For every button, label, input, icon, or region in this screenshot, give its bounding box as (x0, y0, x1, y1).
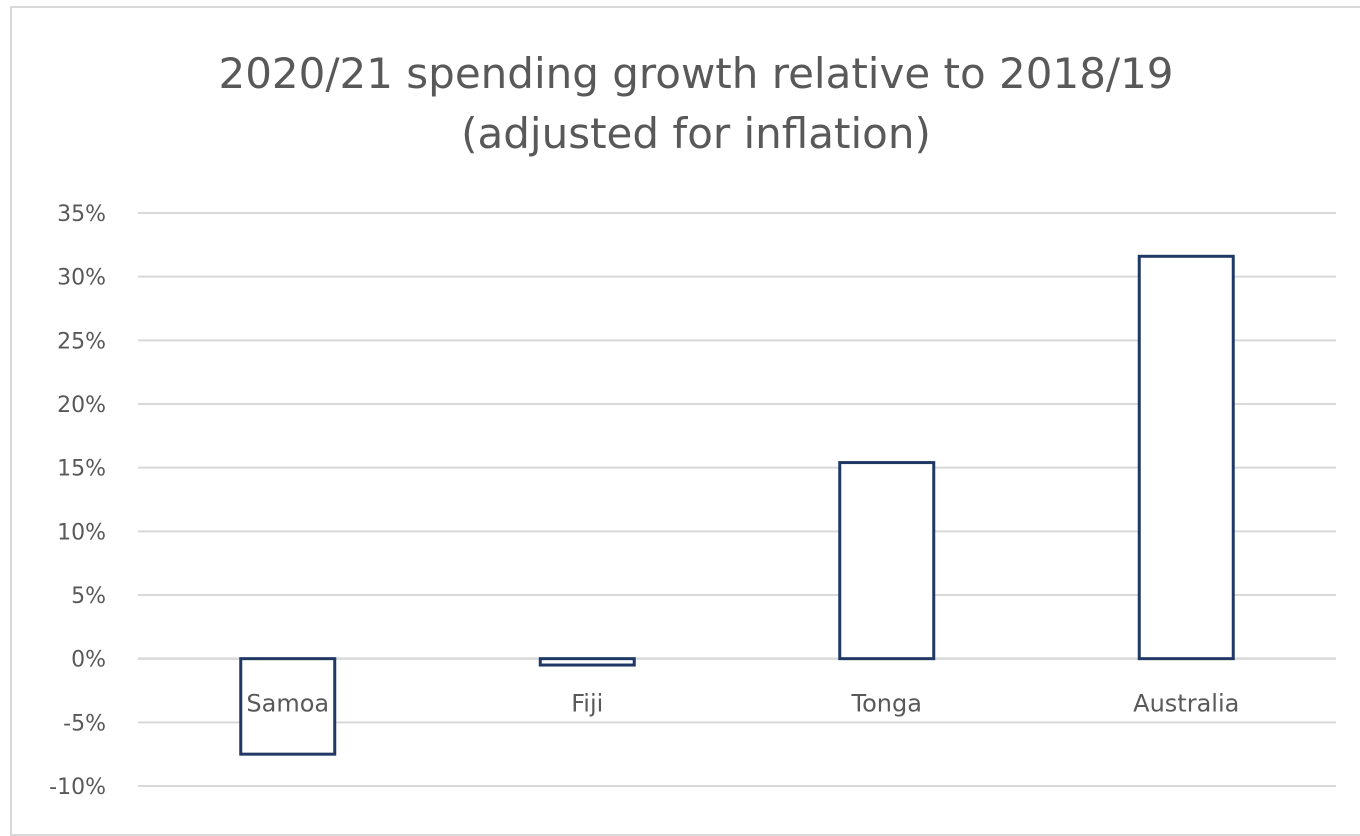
bars (239, 254, 1235, 756)
bar-australia (1137, 254, 1235, 661)
category-label-australia: Australia (1133, 690, 1239, 718)
category-labels: Samoa Fiji Tonga Australia (246, 690, 1239, 718)
y-tick-label: 5% (71, 584, 106, 609)
y-tick-label: 25% (57, 329, 106, 354)
category-label-samoa: Samoa (246, 690, 329, 718)
bar-samoa (239, 657, 337, 756)
bar-tonga (838, 461, 936, 661)
y-tick-label: 0% (71, 648, 106, 673)
category-label-fiji: Fiji (571, 690, 603, 718)
chart-frame (10, 6, 1360, 836)
chart-title-line-1: 2020/21 spending growth relative to 2018… (218, 49, 1174, 98)
y-axis-tick-labels: 35% 30% 25% 20% 15% 10% 5% 0% -5% -10% (49, 202, 106, 800)
y-tick-label: 20% (57, 393, 106, 418)
category-label-tonga: Tonga (851, 690, 922, 718)
y-tick-label: 30% (57, 266, 106, 291)
y-tick-label: -10% (49, 775, 106, 800)
bar-fiji (538, 657, 636, 667)
y-tick-label: 15% (57, 457, 106, 482)
gridlines (138, 212, 1336, 787)
y-tick-label: 35% (57, 202, 106, 227)
y-tick-label: -5% (63, 711, 106, 736)
y-tick-label: 10% (57, 520, 106, 545)
chart-title-line-2: (adjusted for inflation) (461, 109, 931, 158)
chart-title: 2020/21 spending growth relative to 2018… (0, 44, 1360, 164)
